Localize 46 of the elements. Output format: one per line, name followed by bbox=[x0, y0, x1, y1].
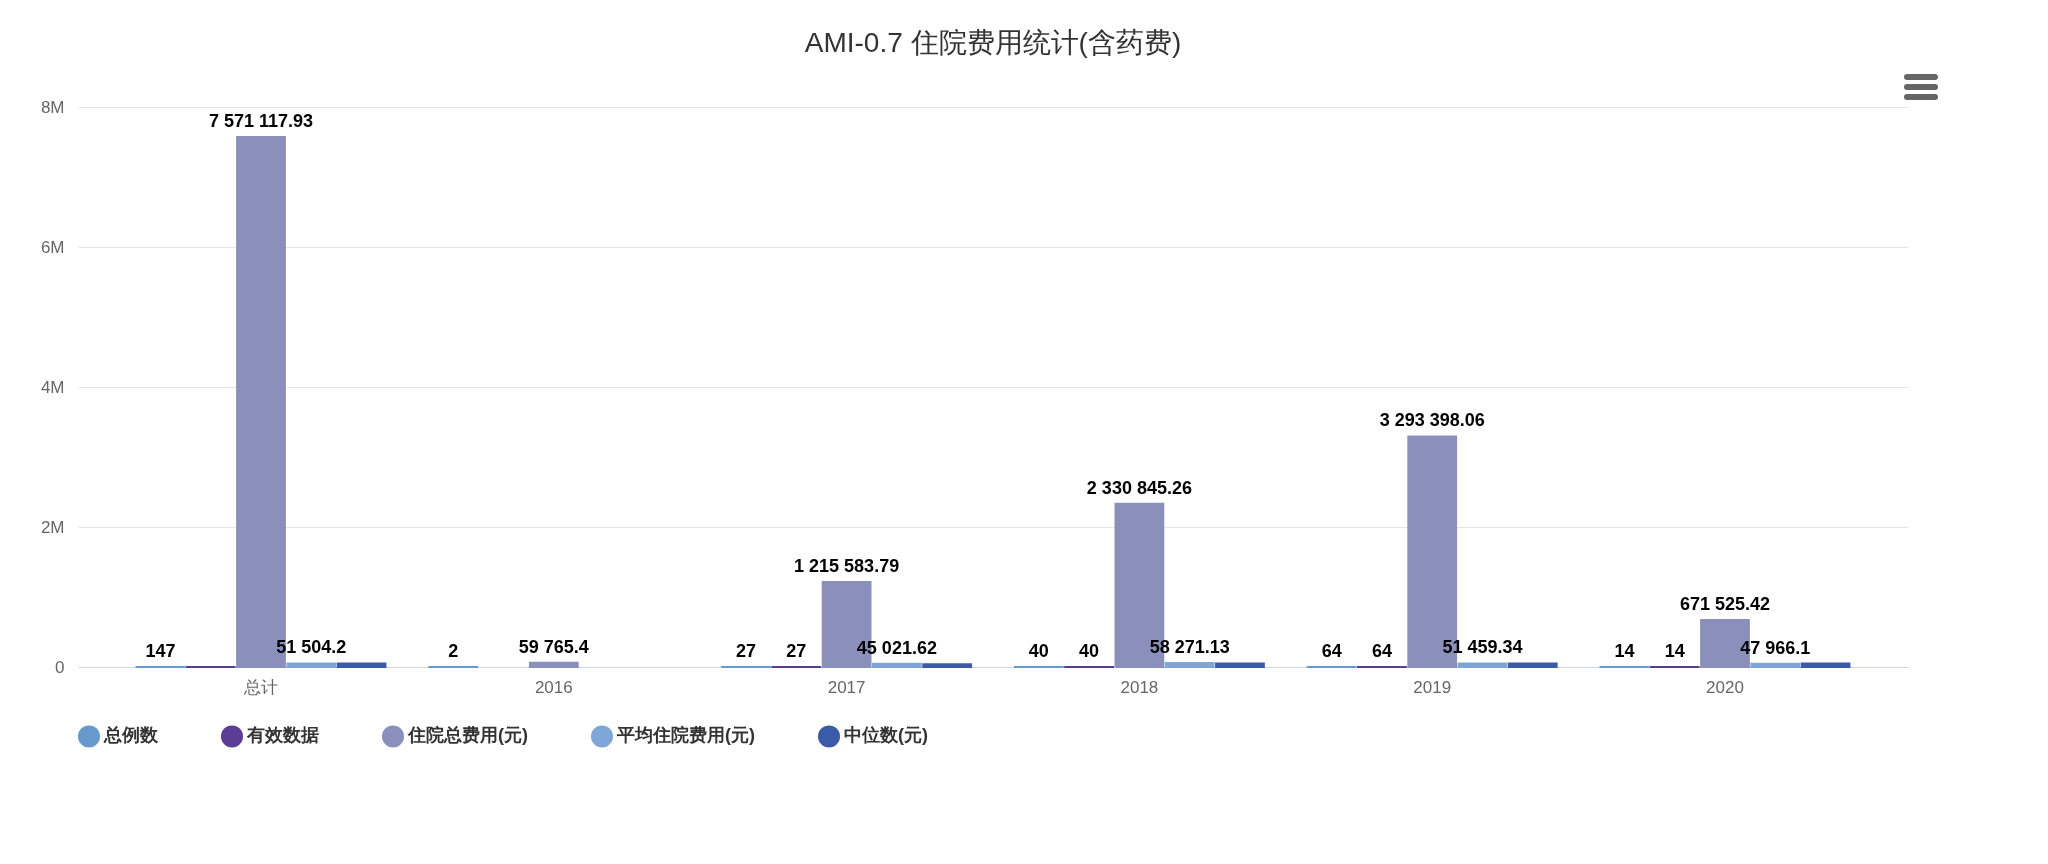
data-label: 47 966.1 bbox=[1740, 637, 1811, 658]
data-label: 64 bbox=[1321, 641, 1342, 661]
data-label: 3 293 398.06 bbox=[1379, 410, 1485, 431]
data-label: 27 bbox=[736, 641, 757, 661]
data-label: 14 bbox=[1664, 641, 1685, 661]
x-tick-label: 总计 bbox=[243, 677, 278, 697]
data-label: 2 330 845.26 bbox=[1086, 477, 1192, 498]
bar bbox=[528, 661, 579, 668]
bar bbox=[1164, 661, 1215, 668]
bar bbox=[1750, 662, 1801, 668]
x-tick-label: 2017 bbox=[827, 677, 866, 697]
y-tick-label: 8M bbox=[40, 97, 65, 117]
data-label: 59 765.4 bbox=[518, 636, 589, 657]
x-tick-label: 2016 bbox=[534, 677, 573, 697]
bar bbox=[1507, 662, 1558, 668]
bar bbox=[1215, 662, 1265, 668]
y-tick-label: 6M bbox=[40, 237, 65, 257]
data-label: 27 bbox=[786, 641, 807, 661]
x-tick-label: 2018 bbox=[1120, 677, 1159, 697]
data-label: 2 bbox=[448, 641, 459, 661]
data-label: 40 bbox=[1028, 641, 1049, 661]
data-label: 51 504.2 bbox=[276, 637, 347, 658]
bar bbox=[872, 662, 922, 668]
bar bbox=[922, 663, 973, 668]
y-tick-label: 0 bbox=[55, 657, 65, 677]
x-tick-label: 2019 bbox=[1413, 677, 1452, 697]
data-label: 147 bbox=[145, 640, 176, 661]
y-tick-label: 2M bbox=[40, 517, 65, 537]
y-tick-label: 4M bbox=[40, 377, 65, 397]
legend-label: 住院总费用(元) bbox=[407, 725, 528, 746]
chart-title: AMI-0.7 住院费用统计(含药费) bbox=[804, 27, 1182, 58]
data-label: 14 bbox=[1614, 641, 1635, 661]
legend-label: 平均住院费用(元) bbox=[616, 725, 755, 746]
bar bbox=[286, 662, 337, 668]
legend-label: 中位数(元) bbox=[844, 725, 928, 746]
bar bbox=[336, 662, 387, 668]
data-label: 7 571 117.93 bbox=[208, 111, 314, 132]
bar bbox=[1457, 662, 1508, 668]
x-tick-label: 2020 bbox=[1706, 677, 1744, 697]
legend-label: 总例数 bbox=[103, 725, 159, 746]
data-label: 40 bbox=[1079, 641, 1100, 661]
data-label: 64 bbox=[1371, 641, 1392, 661]
bar bbox=[1800, 662, 1851, 668]
data-label: 1 215 583.79 bbox=[794, 555, 900, 576]
legend-label: 有效数据 bbox=[246, 725, 319, 746]
data-label: 671 525.42 bbox=[1679, 593, 1771, 614]
